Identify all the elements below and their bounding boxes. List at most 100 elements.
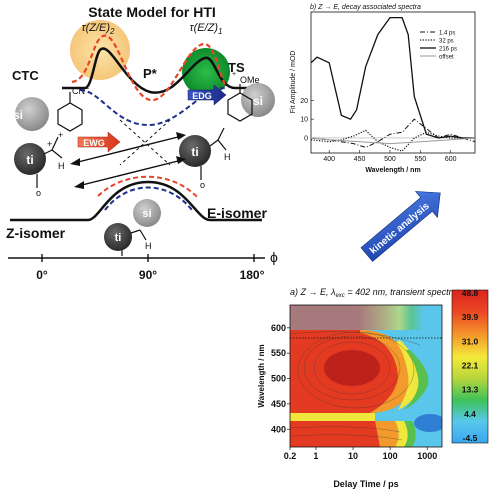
heat-ytick-label: 600 (271, 323, 286, 333)
bond-right-3 (217, 139, 227, 151)
top-legend-label-3: offset (439, 54, 454, 60)
top-chart-ticks: 400 450 500 550 600 0 10 20 (300, 98, 475, 163)
ti-ball-bottom (104, 223, 132, 251)
colorbar-label-0: 48.8 (462, 288, 479, 298)
top-xtick-label: 500 (384, 156, 396, 163)
top-ytick-label: 10 (300, 117, 308, 124)
plus-label-left: + (47, 139, 52, 149)
heat-ytick-label: 500 (271, 374, 286, 384)
si-label-bottom: si (142, 208, 151, 220)
top-chart-legend: 1.4 ps 32 ps 216 ps offset (420, 30, 457, 60)
o-label-left: o (36, 188, 41, 198)
colorbar-gradient (451, 289, 489, 444)
ti-ball-right (179, 135, 211, 167)
ome-label: OMe (240, 75, 260, 85)
top-chart-xlabel: Wavelength / nm (365, 167, 420, 174)
bond-bottom-3 (139, 229, 147, 241)
top-ytick-label: 20 (300, 98, 308, 105)
heatmap-frame (289, 304, 443, 448)
bond-left-4 (51, 136, 59, 151)
heat-xtick-label: 1 (313, 451, 318, 461)
ti-label-right: ti (191, 145, 198, 159)
colorbar-label-5: 4.4 (464, 409, 476, 419)
bottom-chart-ylabel: Wavelength / nm (257, 344, 266, 407)
colorbar-labels: 48.8 39.9 31.0 22.1 13.3 4.4 -4.5 (462, 288, 479, 443)
heatmap-image (290, 305, 442, 447)
ti-label-bottom: ti (115, 232, 122, 244)
ti-label-left: ti (26, 153, 33, 167)
bottom-chart-xlabel: Delay Time / ps (333, 479, 398, 489)
bond-left-3 (51, 149, 63, 159)
si-label-left: si (13, 108, 23, 122)
blue-dashed-upper-curve (79, 87, 226, 127)
top-chart-series (311, 16, 475, 152)
top-ytick-label: 0 (304, 135, 308, 142)
ewg-label: EWG (83, 138, 105, 148)
heatmap-ticks: 0.2 1 10 100 1000 400 450 500 550 600 (271, 323, 437, 461)
phi-axis: ϕ 0° 90° 180° (8, 249, 278, 282)
bond-right-4 (217, 127, 225, 141)
tau-ze-label: τ(Z/E)2 (81, 22, 115, 36)
heat-ytick-label: 400 (271, 424, 286, 434)
bond-bottom-2 (130, 229, 141, 234)
h-label-bottom: H (145, 241, 152, 251)
o-label-right: o (200, 180, 205, 190)
colorbar-label-6: -4.5 (463, 433, 478, 443)
ground-state-curve (10, 180, 262, 222)
kinetic-analysis-label: kinetic analysis (368, 200, 432, 256)
colorbar-label-4: 13.3 (462, 385, 479, 395)
colorbar-label-1: 39.9 (462, 312, 479, 322)
transient-spectra-heatmap: a) Z → E, λexc = 402 nm, transient spect… (257, 287, 489, 489)
top-xtick-label: 600 (445, 156, 457, 163)
double-arrows (70, 132, 186, 189)
molecule-right: ti o H si OMe + (179, 71, 275, 190)
top-xtick-label: 450 (354, 156, 366, 163)
crossing-dashed-line-b (119, 119, 171, 166)
z-isomer-label: Z-isomer (6, 225, 66, 241)
si-ball-left (15, 97, 49, 131)
red-dashed-lower-curve (97, 175, 199, 199)
angle-0-label: 0° (36, 268, 48, 282)
benzene-ring-left (57, 102, 83, 132)
state-model-panel: State Model for HTI τ(Z/E)2 τ(E/Z)1 CTC … (6, 4, 278, 282)
edg-label: EDG (192, 91, 212, 101)
colorbar-label-2: 31.0 (462, 336, 479, 346)
top-xtick-label: 400 (323, 156, 335, 163)
heat-xtick-label: 1000 (417, 451, 437, 461)
state-model-title: State Model for HTI (88, 4, 216, 20)
tau-ez-green-glow (182, 48, 230, 96)
colorbar-label-3: 22.1 (462, 361, 479, 371)
ts-label: TS (228, 60, 245, 75)
top-chart-ylabel: Fit Amplitude / mOD (290, 51, 297, 114)
pstar-label: P* (143, 66, 158, 81)
heat-ytick-label: 550 (271, 348, 286, 358)
top-legend-label-1: 32 ps (439, 38, 454, 44)
tau-ez-label: τ(E/Z)1 (189, 22, 222, 36)
angle-180-label: 180° (240, 268, 265, 282)
blue-dashed-lower-curve (104, 186, 193, 211)
h-label-left: H (58, 161, 65, 171)
cn-label: CN− (72, 86, 89, 96)
bond-right-2 (209, 139, 219, 147)
ome-charge: + (232, 71, 236, 78)
top-legend-label-0: 1.4 ps (439, 30, 455, 36)
e-isomer-label: E-isomer (207, 205, 267, 221)
kinetic-analysis-arrow: kinetic analysis (360, 191, 441, 262)
si-ball-bottom (133, 199, 161, 227)
decay-spectra-chart: b) Z → E, decay associated spectra Fit A… (290, 4, 476, 174)
top-xtick-label: 550 (414, 156, 426, 163)
ctc-surface-curve (62, 47, 262, 94)
heat-xtick-label: 0.2 (284, 451, 297, 461)
plus-ring-left: + (58, 130, 63, 140)
phi-label: ϕ (270, 249, 278, 265)
heat-xtick-label: 100 (383, 451, 398, 461)
top-series-line-1 (311, 129, 475, 152)
molecule-left: ti o H + si CN− + (13, 86, 89, 198)
ti-ball-left (14, 143, 46, 175)
bond-left-2 (43, 149, 53, 155)
top-chart-frame (310, 11, 476, 154)
red-dashed-curve (71, 34, 226, 102)
ctc-label: CTC (12, 68, 39, 83)
heat-xtick-label: 10 (348, 451, 358, 461)
